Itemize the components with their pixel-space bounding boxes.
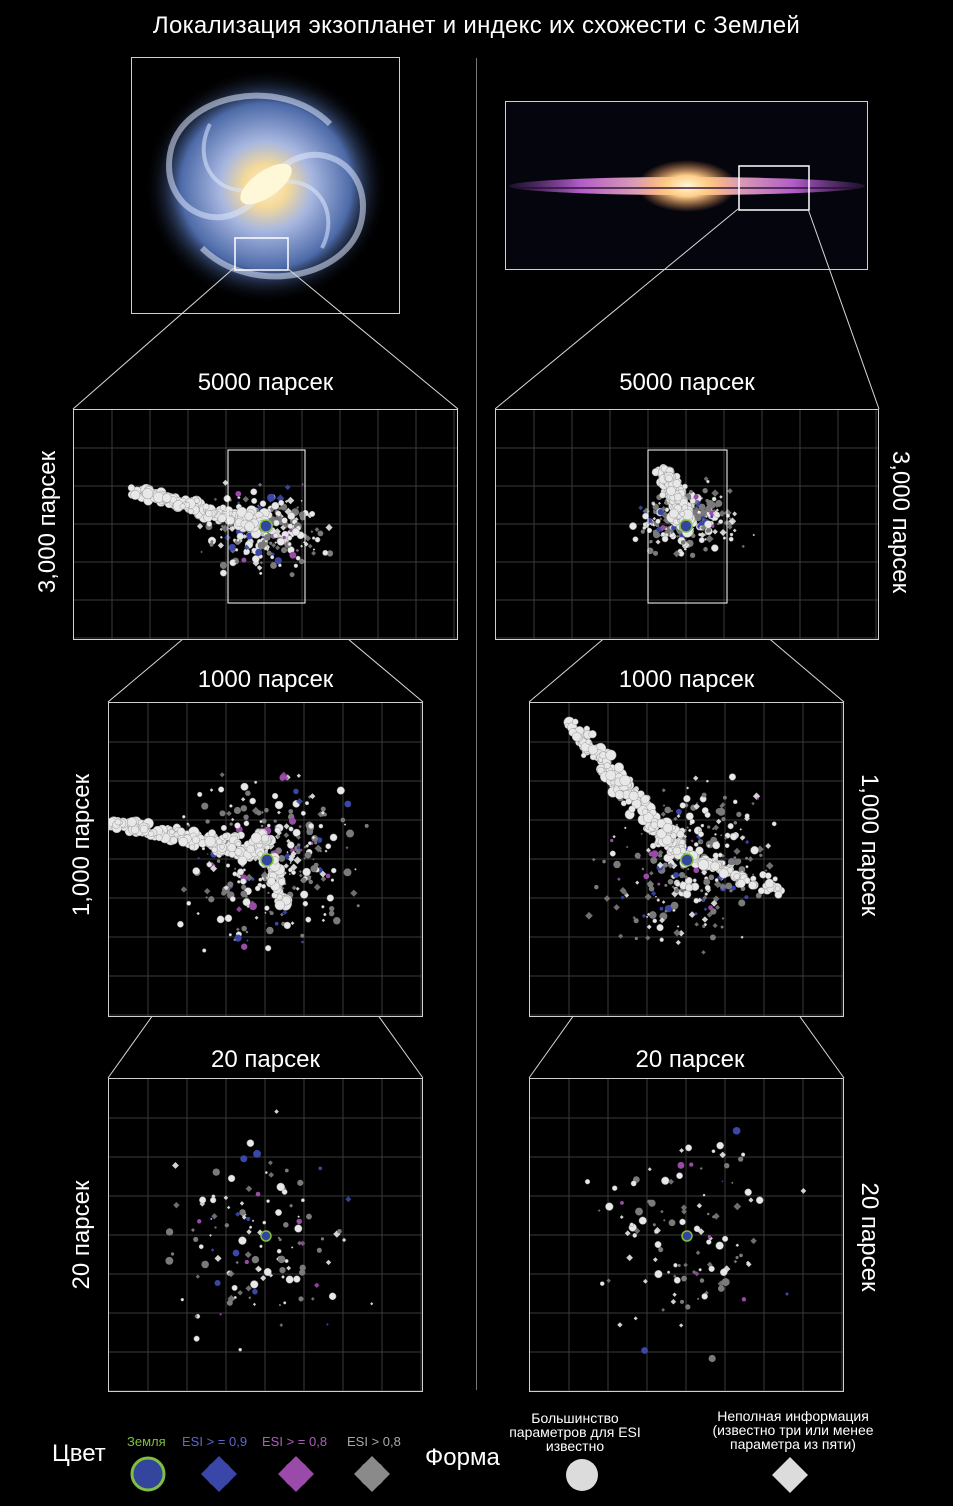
left-mid-side-label: 1,000 парсек xyxy=(68,773,95,917)
legend-color-title: Цвет xyxy=(52,1440,106,1467)
left-top-map xyxy=(73,409,458,640)
legend-earth-label: Земля xyxy=(127,1434,166,1449)
legend-shape-title: Форма xyxy=(425,1444,500,1471)
right-top-scale-label: 5000 парсек xyxy=(619,369,755,396)
left-mid-scale-label: 1000 парсек xyxy=(197,666,334,693)
legend-earth-swatch xyxy=(130,1456,166,1492)
galaxy-edge-on-image xyxy=(505,101,868,270)
column-divider xyxy=(476,58,477,1390)
legend-esi-low-label: ESI > 0,8 xyxy=(347,1434,401,1449)
legend-circle-description: Большинство параметров для ESI известно xyxy=(509,1410,641,1454)
left-mid-map xyxy=(108,702,423,1017)
right-mid-scale-label: 1000 парсек xyxy=(618,666,755,693)
page-title: Локализация экзопланет и индекс их схоже… xyxy=(152,12,801,39)
right-bottom-side-label: 20 парсек xyxy=(856,1182,883,1292)
right-bottom-scale-label: 20 парсек xyxy=(635,1046,745,1073)
right-mid-map xyxy=(529,702,844,1017)
legend-esi08-label: ESI > = 0,8 xyxy=(262,1434,328,1449)
left-top-side-label: 3,000 парсек xyxy=(34,450,61,594)
legend-diamond-description: Неполная информация (известно три или ме… xyxy=(712,1408,874,1452)
right-top-side-label: 3,000 парсек xyxy=(887,450,914,594)
legend-swatches xyxy=(130,1456,808,1493)
legend-diamond-shape xyxy=(772,1457,808,1493)
right-bottom-map xyxy=(529,1078,844,1392)
left-bottom-map xyxy=(108,1078,423,1392)
legend-circle-shape xyxy=(566,1459,598,1491)
legend-esi09-swatch xyxy=(201,1456,237,1492)
right-mid-side-label: 1,000 парсек xyxy=(856,773,883,917)
galaxy-face-on-image xyxy=(131,57,400,314)
legend-esi-low-swatch xyxy=(354,1456,390,1492)
left-bottom-scale-label: 20 парсек xyxy=(211,1046,320,1073)
left-top-scale-label: 5000 парсек xyxy=(197,369,334,396)
right-top-map xyxy=(495,409,879,640)
left-bottom-side-label: 20 парсек xyxy=(68,1180,95,1290)
legend-esi08-swatch xyxy=(278,1456,314,1492)
legend-esi09-label: ESI > = 0,9 xyxy=(182,1434,248,1449)
